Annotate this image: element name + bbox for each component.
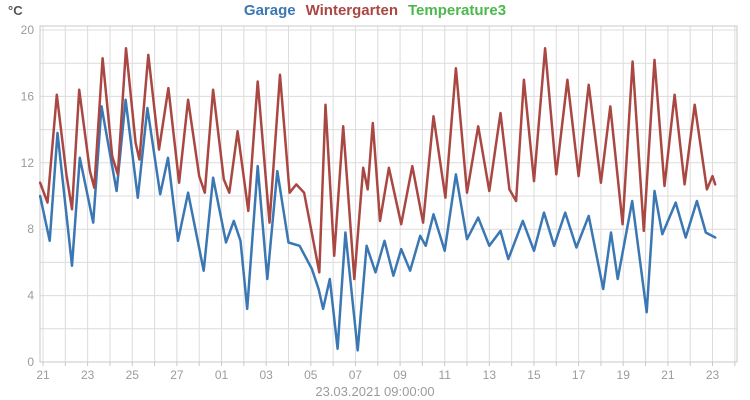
plot-border [39,25,738,363]
x-tick-label: 19 [617,368,631,382]
x-tick-label: 23 [706,368,720,382]
series-line-wintergarten [38,47,717,281]
x-tick-label: 09 [393,368,407,382]
chart-timestamp: 23.03.2021 09:00:00 [315,384,435,399]
x-tick-label: 13 [483,368,497,382]
x-tick-label: 25 [126,368,140,382]
x-tick-label: 15 [527,368,541,382]
x-tick-label: 21 [36,368,50,382]
y-tick-label: 0 [27,355,34,369]
y-tick-label: 20 [21,23,35,37]
y-tick-label: 4 [27,289,34,303]
x-tick-label: 27 [170,368,184,382]
x-tick-label: 05 [304,368,318,382]
x-tick-label: 07 [349,368,363,382]
x-tick-label: 21 [661,368,675,382]
legend-item-garage: Garage [243,2,296,19]
legend-item-temperature3: Temperature3 [407,2,507,19]
y-tick-label: 12 [21,156,35,170]
x-tick-label: 17 [572,368,586,382]
x-tick-label: 03 [259,368,273,382]
legend-item-wintergarten: Wintergarten [305,2,398,19]
x-tick-label: 23 [81,368,95,382]
x-tick-label: 11 [438,368,451,382]
y-tick-label: 16 [21,89,35,103]
chart-legend: Garage Wintergarten Temperature3 [0,2,750,19]
series-line-garage [38,98,717,352]
y-tick-label: 8 [27,222,34,236]
x-tick-label: 01 [215,368,229,382]
y-axis-unit-label: °C [8,3,23,18]
